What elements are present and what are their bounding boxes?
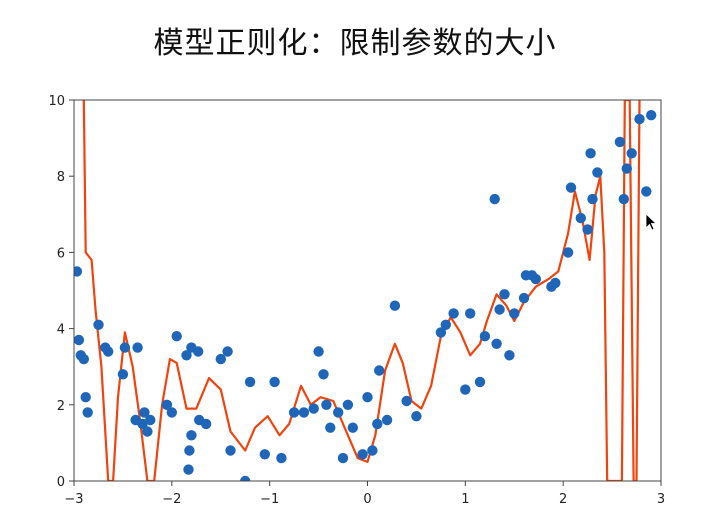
data-point: [374, 365, 385, 376]
data-point: [342, 399, 354, 410]
data-point: [166, 407, 177, 418]
data-point: [621, 163, 632, 174]
data-point: [308, 403, 319, 414]
data-point: [489, 193, 500, 205]
chart-title: 模型正则化：限制参数的大小: [153, 26, 557, 61]
data-point: [518, 292, 530, 304]
y-tick-label: 6: [57, 246, 65, 261]
fitted-curve: [82, 100, 641, 481]
data-point: [347, 422, 358, 433]
y-tick-label: 0: [57, 475, 65, 490]
data-point: [313, 346, 324, 357]
data-point: [321, 399, 332, 410]
data-point: [298, 407, 310, 418]
data-point: [93, 319, 104, 330]
data-point: [82, 407, 93, 418]
data-point: [435, 327, 447, 338]
data-point: [362, 392, 373, 403]
y-tick-label: 8: [57, 170, 65, 185]
x-tick-label: 1: [461, 492, 469, 507]
data-point: [215, 353, 226, 365]
data-point: [440, 319, 451, 330]
y-tick-label: 10: [48, 94, 65, 109]
data-point: [587, 193, 598, 205]
data-point: [181, 350, 192, 361]
data-point: [504, 350, 515, 361]
data-point: [509, 308, 520, 319]
data-point: [193, 346, 204, 357]
data-point: [139, 407, 150, 418]
data-point: [103, 346, 114, 357]
data-point: [499, 289, 510, 300]
data-point: [337, 452, 349, 464]
x-tick-label: 0: [363, 492, 371, 507]
data-point: [119, 342, 131, 353]
data-point: [465, 308, 476, 319]
y-tick-label: 4: [57, 323, 65, 338]
data-point: [614, 136, 626, 148]
data-point: [372, 418, 383, 430]
data-point: [186, 430, 197, 441]
data-point: [288, 407, 300, 418]
data-point: [389, 300, 401, 311]
data-point: [184, 445, 195, 456]
data-point: [641, 186, 652, 197]
data-point: [78, 353, 90, 365]
data-point: [244, 376, 256, 388]
x-tick-label: 3: [657, 492, 665, 507]
data-point: [333, 407, 344, 418]
data-point: [448, 308, 459, 319]
data-point: [171, 331, 182, 342]
data-point: [530, 273, 541, 285]
data-point: [585, 148, 596, 159]
x-tick-label: −1: [260, 492, 279, 507]
data-point: [80, 392, 91, 403]
data-point: [582, 224, 593, 235]
data-point: [183, 464, 194, 475]
data-point: [565, 182, 577, 193]
data-point: [276, 452, 287, 464]
x-tick-label: −2: [162, 492, 181, 507]
data-point: [225, 445, 236, 456]
cursor-icon: [645, 213, 658, 231]
data-point: [634, 113, 645, 125]
data-point: [474, 376, 486, 388]
data-point: [74, 334, 85, 346]
data-point: [325, 422, 336, 433]
data-point: [161, 399, 173, 410]
data-point: [145, 414, 156, 426]
data-point: [401, 395, 412, 407]
data-point: [618, 193, 629, 205]
data-point: [269, 376, 280, 388]
data-point: [491, 338, 502, 349]
data-point: [381, 414, 393, 426]
x-tick-label: −3: [64, 492, 83, 507]
x-tick-label: 2: [559, 492, 567, 507]
data-point: [550, 277, 561, 289]
plot-frame: [73, 99, 662, 482]
data-point: [240, 475, 251, 481]
data-point: [117, 369, 129, 380]
data-point: [200, 418, 212, 430]
data-point: [646, 110, 657, 121]
data-point: [137, 418, 148, 430]
data-point: [367, 445, 378, 456]
y-tick-label: 2: [57, 399, 65, 414]
data-point: [460, 384, 471, 395]
data-point: [357, 449, 368, 460]
data-point: [626, 148, 637, 159]
data-point: [479, 331, 491, 342]
data-point: [592, 167, 603, 178]
data-point: [575, 212, 586, 224]
data-point: [411, 411, 422, 422]
data-point: [259, 449, 270, 460]
data-point: [562, 247, 574, 258]
data-point: [74, 266, 83, 277]
data-point: [142, 426, 153, 437]
data-point: [494, 304, 505, 315]
data-point: [222, 346, 233, 357]
data-point: [132, 342, 143, 353]
data-point: [318, 369, 329, 380]
